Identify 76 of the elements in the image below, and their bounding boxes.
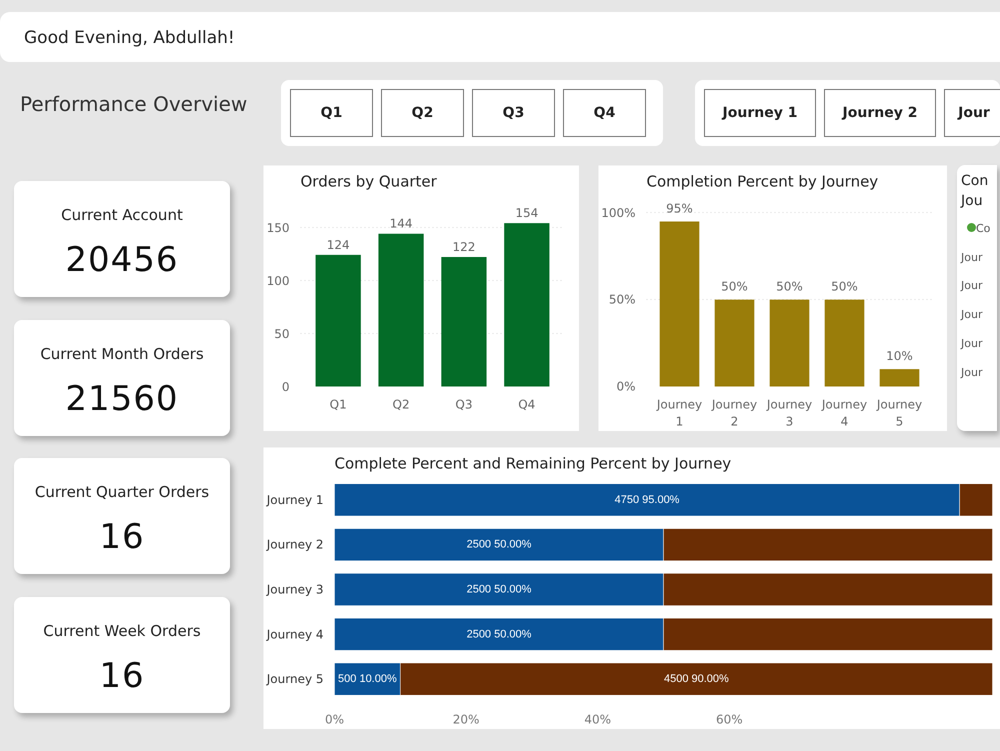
data-label: 2500 50.00% [466,628,532,640]
x-tick-label: Journey 1 [656,398,702,428]
data-label: 50% [721,280,748,294]
text: Current Month Orders [39,344,205,365]
y-tick-label: Journey 4 [266,627,324,642]
x-tick-label: Journey 4 [820,398,868,428]
text: Journey 1 [704,89,816,137]
x-tick-label: Q3 [455,398,472,412]
x-tick-label: 20% [452,712,480,726]
y-tick-label: 50 [274,326,290,341]
chart-title: Completion Percent by Journey [646,172,878,190]
bar [660,222,700,386]
text: 16 [98,516,146,560]
x-tick-label: Journey 3 [766,398,812,428]
y-tick-label: 100% [601,206,636,220]
bar [441,257,487,386]
bar [880,369,920,386]
text: Jour [960,250,984,266]
bar [316,254,361,386]
x-tick-label: Journey 5 [876,398,922,428]
y-tick-label: 100 [266,274,290,288]
text: Q4 [563,89,646,137]
y-tick-label: 0 [282,380,290,394]
text: Jour [960,278,984,294]
text: Current Account [60,205,184,226]
text: 20456 [64,239,180,282]
x-tick-label: Q2 [392,398,410,412]
data-label: 50% [831,280,858,294]
text: 16 [98,655,146,698]
bar [770,300,810,386]
text: Q2 [381,89,464,137]
y-tick-label: Journey 1 [266,492,324,507]
bar [824,300,864,386]
data-label: 95% [666,202,693,216]
data-label: 122 [452,240,476,254]
text: Q3 [472,89,555,137]
bar [504,223,550,386]
y-tick-label: 0% [616,380,636,394]
text: Current Week Orders [42,621,202,642]
text: Jour [960,307,984,323]
data-label: 4500 90.00% [664,673,730,686]
text: 21560 [64,378,180,422]
y-tick-label: Journey 2 [266,538,324,552]
x-tick-label: 40% [584,712,612,726]
y-tick-label: Journey 5 [266,672,324,686]
x-tick-label: 60% [716,712,743,726]
data-label: 2500 50.00% [466,538,532,551]
data-label: 124 [326,238,350,252]
data-label: 10% [886,349,913,364]
text: Jour [960,336,984,352]
data-label: 2500 50.00% [466,584,532,596]
bar [714,300,754,386]
x-tick-label: Journey 2 [710,398,758,428]
text: Jour [944,89,1000,137]
text: Co [975,221,990,237]
chart-title: Orders by Quarter [300,172,438,190]
text: Con Jou [959,172,990,211]
text: Jour [960,364,984,380]
text: Journey 2 [824,89,936,137]
x-tick-label: Q1 [330,398,347,412]
y-tick-label: 150 [266,220,290,235]
data-label: 4750 95.00% [614,494,680,506]
x-tick-label: Q4 [518,398,536,412]
data-label: 154 [515,206,538,220]
x-tick-label: 0% [324,712,344,726]
y-tick-label: 50% [608,292,636,307]
chart-title: Complete Percent and Remaining Percent by Journey [334,454,732,472]
bar [378,234,424,386]
data-label: 500 10.00% [338,673,397,686]
data-label: 50% [776,280,803,294]
text: Performance Overview [20,91,248,118]
y-tick-label: Journey 3 [266,582,324,596]
text: Current Quarter Orders [34,482,210,503]
data-label: 144 [390,216,413,231]
text: Good Evening, Abdullah! [23,27,236,50]
text: Q1 [290,89,373,137]
